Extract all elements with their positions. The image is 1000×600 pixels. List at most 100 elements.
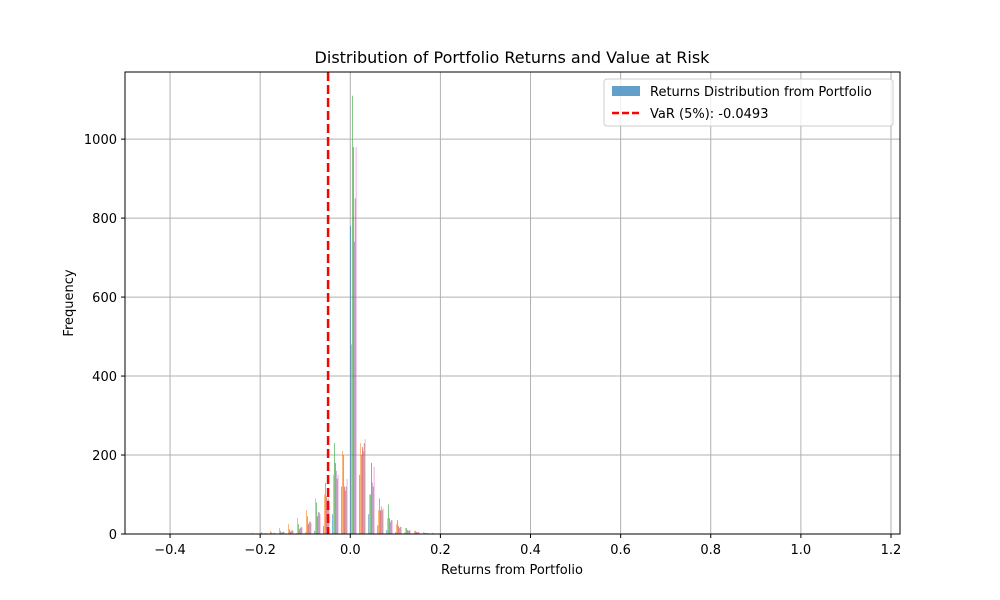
histogram-bar (398, 528, 400, 534)
histogram-bar (343, 486, 345, 534)
histogram-bar (283, 532, 285, 534)
histogram-bars (234, 95, 461, 535)
histogram-bar (399, 526, 401, 534)
histogram-bar (270, 530, 271, 534)
histogram-bar (307, 516, 308, 534)
histogram-bar (281, 532, 283, 534)
x-tick-label: 0.6 (610, 543, 631, 558)
histogram-bar (372, 486, 374, 534)
histogram-bar (387, 518, 389, 534)
histogram-bar (334, 462, 336, 534)
histogram-bar (315, 498, 316, 534)
histogram-bar (404, 532, 406, 534)
x-tick-label: 0.0 (340, 543, 361, 558)
histogram-bar (310, 522, 312, 534)
histogram-bar (406, 528, 407, 534)
histogram-bar (298, 524, 299, 534)
histogram-bar (334, 443, 335, 534)
y-axis: 0 200 400 600 800 1000 (84, 133, 125, 543)
histogram-bar (398, 526, 399, 534)
y-tick-label: 0 (109, 528, 117, 543)
histogram-bar (290, 530, 292, 534)
y-tick-label: 400 (92, 370, 117, 385)
x-tick-label: 1.0 (791, 543, 812, 558)
chart-title: Distribution of Portfolio Returns and Va… (315, 48, 711, 67)
histogram-bar (415, 530, 416, 534)
histogram-bar (261, 532, 262, 534)
histogram-bar (354, 198, 356, 535)
histogram-bar (414, 530, 416, 534)
y-axis-label: Frequency (62, 269, 77, 336)
histogram-bar (308, 522, 310, 534)
x-tick-label: 0.2 (430, 543, 451, 558)
y-tick-label: 200 (92, 449, 117, 464)
histogram-bar (360, 443, 362, 534)
histogram-bar (400, 526, 402, 534)
histogram-bar (373, 466, 375, 534)
histogram-bar (407, 530, 409, 534)
histogram-bar (408, 530, 410, 534)
x-axis-label: Returns from Portfolio (441, 563, 583, 578)
histogram-bar (352, 95, 353, 534)
histogram-bar (363, 443, 365, 534)
histogram-bar (344, 490, 346, 534)
histogram-bar (282, 531, 284, 534)
histogram-bar (279, 528, 280, 534)
histogram-bar (317, 512, 319, 534)
histogram-bar (341, 486, 343, 534)
histogram-bar (361, 455, 362, 534)
legend-label: VaR (5%): -0.0493 (650, 107, 768, 122)
histogram-bar (319, 514, 321, 534)
histogram-bar (345, 486, 347, 534)
histogram-bar (288, 524, 289, 534)
histogram-bar (297, 518, 298, 534)
histogram-bar (289, 531, 291, 534)
histogram-bar (342, 451, 343, 534)
histogram-bar (380, 510, 381, 534)
y-tick-label: 600 (92, 291, 117, 306)
histogram-bar (391, 520, 393, 534)
histogram-bar (351, 344, 352, 534)
histogram-bar (346, 478, 348, 534)
y-tick-label: 1000 (84, 133, 117, 148)
histogram-bar (350, 226, 352, 534)
histogram-bar (389, 522, 391, 534)
histogram-bar (362, 447, 363, 534)
histogram-bar (352, 147, 354, 534)
histogram-bar (364, 439, 366, 534)
histogram-bar (298, 529, 300, 534)
histogram-bar (353, 241, 355, 535)
histogram-bar (333, 474, 334, 534)
histogram-bar (368, 514, 370, 534)
histogram-bar (343, 455, 344, 534)
histogram-bar (307, 524, 309, 534)
histogram-bar (270, 532, 272, 534)
histogram-bar (371, 482, 373, 534)
histogram-bar (325, 496, 327, 534)
histogram-bar (369, 494, 371, 534)
histogram-bar (299, 528, 301, 534)
y-tick-label: 800 (92, 212, 117, 227)
x-tick-label: 1.2 (881, 543, 902, 558)
histogram-bar (416, 532, 418, 534)
histogram-bar (405, 528, 407, 534)
plot-frame (124, 71, 901, 535)
histogram-bar (336, 478, 338, 534)
histogram-bar (273, 532, 275, 534)
histogram-bar (407, 530, 408, 534)
legend: Returns Distribution from Portfolio VaR (… (603, 78, 894, 127)
histogram-bar (388, 504, 389, 534)
histogram-bar (416, 532, 417, 534)
histogram-bar (370, 494, 371, 534)
x-tick-label: −0.4 (154, 543, 186, 558)
histogram-bar (318, 512, 320, 534)
histogram-bar (379, 498, 380, 534)
histogram-bar (395, 532, 397, 534)
x-tick-label: 0.4 (520, 543, 541, 558)
histogram-bar (332, 514, 334, 534)
legend-box (603, 78, 894, 127)
histogram-bar (397, 520, 398, 534)
histogram-bar (378, 510, 380, 534)
histogram-bar (337, 474, 339, 534)
